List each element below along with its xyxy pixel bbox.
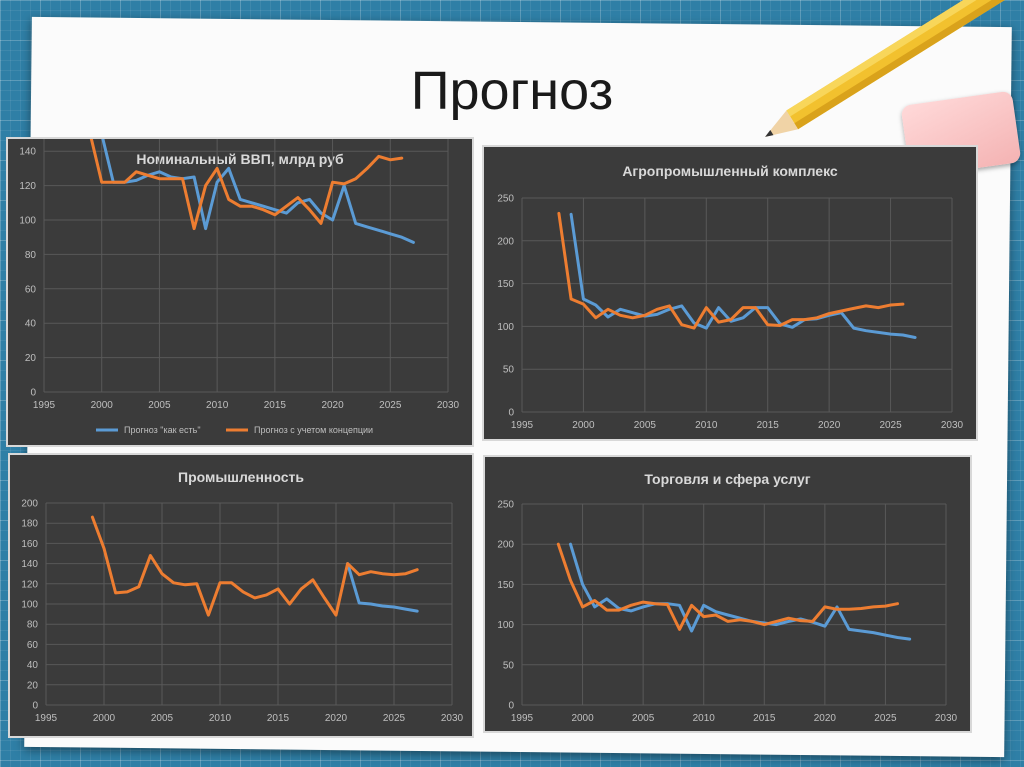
y-tick-label: 60 (27, 640, 39, 651)
chart-plot: 1995 2000 2005 2010 2015 2020 2025 2030 0 20 40 60 8… (19, 139, 460, 435)
x-tick-label: 2020 (321, 400, 344, 411)
series-line (89, 139, 404, 231)
chart-industry: Промышленность 1995 2000 2005 2010 2015 2020 2… (8, 453, 474, 738)
x-tick-label: 2025 (874, 713, 897, 724)
y-tick-label: 40 (27, 660, 39, 671)
y-tick-label: 100 (19, 216, 36, 227)
y-tick-label: 0 (508, 408, 514, 419)
chart-title: Номинальный ВВП, млрд руб (136, 151, 344, 167)
y-tick-label: 200 (497, 236, 514, 247)
y-tick-label: 180 (21, 519, 38, 530)
x-tick-label: 1995 (511, 713, 534, 724)
y-tick-label: 140 (21, 559, 38, 570)
x-tick-label: 2015 (267, 713, 290, 724)
series-line (90, 515, 419, 617)
series-line (569, 542, 912, 641)
x-tick-label: 2010 (206, 400, 229, 411)
chart-trade-services: Торговля и сфера услуг 1995 2000 2005 2010 2… (483, 455, 972, 733)
x-tick-label: 2005 (632, 713, 655, 724)
y-tick-label: 0 (508, 701, 514, 712)
y-tick-label: 60 (25, 284, 37, 295)
y-tick-label: 100 (21, 600, 38, 611)
chart-nominal-gdp: Номинальный ВВП, млрд руб 1995 2000 2005 20… (6, 137, 474, 447)
x-tick-label: 2025 (383, 713, 406, 724)
y-tick-label: 0 (30, 388, 36, 399)
y-tick-label: 50 (503, 365, 515, 376)
x-tick-label: 2015 (264, 400, 287, 411)
x-tick-label: 2015 (757, 420, 780, 431)
x-tick-label: 2015 (753, 713, 776, 724)
y-tick-label: 150 (497, 580, 514, 591)
slide-title: Прогноз (410, 61, 614, 121)
y-tick-label: 140 (19, 147, 36, 158)
y-tick-label: 80 (27, 620, 39, 631)
x-tick-label: 1995 (33, 400, 56, 411)
y-tick-label: 20 (27, 680, 39, 691)
legend-label: Прогноз с учетом концепции (254, 425, 373, 435)
x-tick-label: 2005 (151, 713, 174, 724)
y-tick-label: 80 (25, 250, 37, 261)
chart-agro-complex: Агропромышленный комплекс 1995 2000 2005 20… (482, 145, 978, 441)
y-tick-label: 160 (21, 539, 38, 550)
legend-label: Прогноз "как есть" (124, 425, 201, 435)
chart-title: Торговля и сфера услуг (644, 471, 811, 487)
pencil-decoration (765, 0, 1019, 137)
x-tick-label: 2010 (693, 713, 716, 724)
x-tick-label: 2030 (935, 713, 958, 724)
y-tick-label: 40 (25, 319, 37, 330)
x-tick-label: 2000 (571, 713, 594, 724)
chart-plot: 1995 2000 2005 2010 2015 2020 2025 2030 0 20 40 60 8… (21, 499, 464, 725)
chart-title: Промышленность (178, 469, 304, 485)
x-tick-label: 2020 (325, 713, 348, 724)
x-tick-label: 2000 (91, 400, 114, 411)
x-tick-label: 2030 (441, 713, 464, 724)
series-line (101, 139, 415, 244)
y-tick-label: 250 (497, 500, 514, 511)
x-tick-label: 2030 (437, 400, 460, 411)
x-tick-label: 2020 (818, 420, 841, 431)
chart-title: Агропромышленный комплекс (622, 163, 838, 179)
x-tick-label: 2025 (879, 420, 902, 431)
chart-plot: 1995 2000 2005 2010 2015 2020 2025 2030 0 50 100 15… (497, 500, 958, 725)
series-line (569, 212, 917, 339)
x-tick-label: 2010 (209, 713, 232, 724)
x-tick-label: 2030 (941, 420, 964, 431)
x-tick-label: 1995 (511, 420, 534, 431)
y-tick-label: 200 (497, 540, 514, 551)
y-tick-label: 100 (497, 620, 514, 631)
x-tick-label: 2005 (148, 400, 171, 411)
y-tick-label: 200 (21, 499, 38, 510)
y-tick-label: 100 (497, 322, 514, 333)
x-tick-label: 2005 (634, 420, 657, 431)
y-tick-label: 120 (19, 181, 36, 192)
chart-plot: 1995 2000 2005 2010 2015 2020 2025 2030 0 50 100 15… (497, 194, 964, 432)
y-tick-label: 150 (497, 279, 514, 290)
x-tick-label: 2000 (93, 713, 116, 724)
series-line (556, 542, 899, 631)
x-tick-label: 2025 (379, 400, 402, 411)
x-tick-label: 2020 (814, 713, 837, 724)
x-tick-label: 2010 (695, 420, 718, 431)
y-tick-label: 120 (21, 579, 38, 590)
x-tick-label: 1995 (35, 713, 58, 724)
x-tick-label: 2000 (572, 420, 595, 431)
series-line (557, 211, 905, 330)
y-tick-label: 250 (497, 194, 514, 205)
y-tick-label: 20 (25, 353, 37, 364)
y-tick-label: 0 (32, 701, 38, 712)
series-line (346, 562, 419, 613)
y-tick-label: 50 (503, 660, 515, 671)
